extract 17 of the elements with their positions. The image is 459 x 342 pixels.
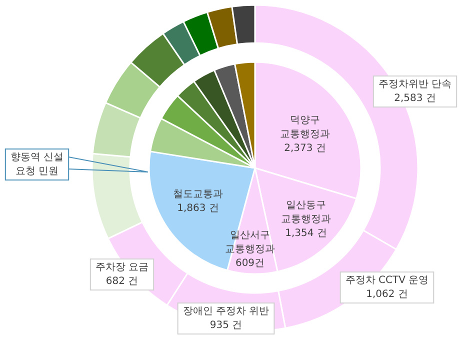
- data-label: 1,863 건: [177, 203, 219, 214]
- slice-label: 장애인 주정차 위반: [182, 306, 270, 317]
- slice-label: 향동역 신설 요청 민원: [10, 152, 64, 177]
- slice-label: 덕양구 교통행정과: [280, 115, 330, 140]
- data-label: 682 건: [106, 276, 138, 287]
- data-label: 609건: [235, 258, 265, 269]
- data-label: 1,354 건: [285, 228, 327, 239]
- slice-label: 철도교통과: [173, 189, 223, 200]
- data-label: 1,062 건: [366, 289, 408, 300]
- data-label: 2,583 건: [394, 93, 436, 104]
- slice-label: 주정차위반 단속: [378, 79, 452, 90]
- slice-label: 주차장 요금: [95, 262, 149, 273]
- slice-label: 주정차 CCTV 운영: [345, 275, 429, 286]
- slice-label: 일산서구 교통행정과: [225, 230, 275, 255]
- data-label: 2,373 건: [284, 143, 326, 154]
- slice-label: 일산동구 교통행정과: [281, 200, 331, 225]
- data-label: 935 건: [210, 320, 242, 331]
